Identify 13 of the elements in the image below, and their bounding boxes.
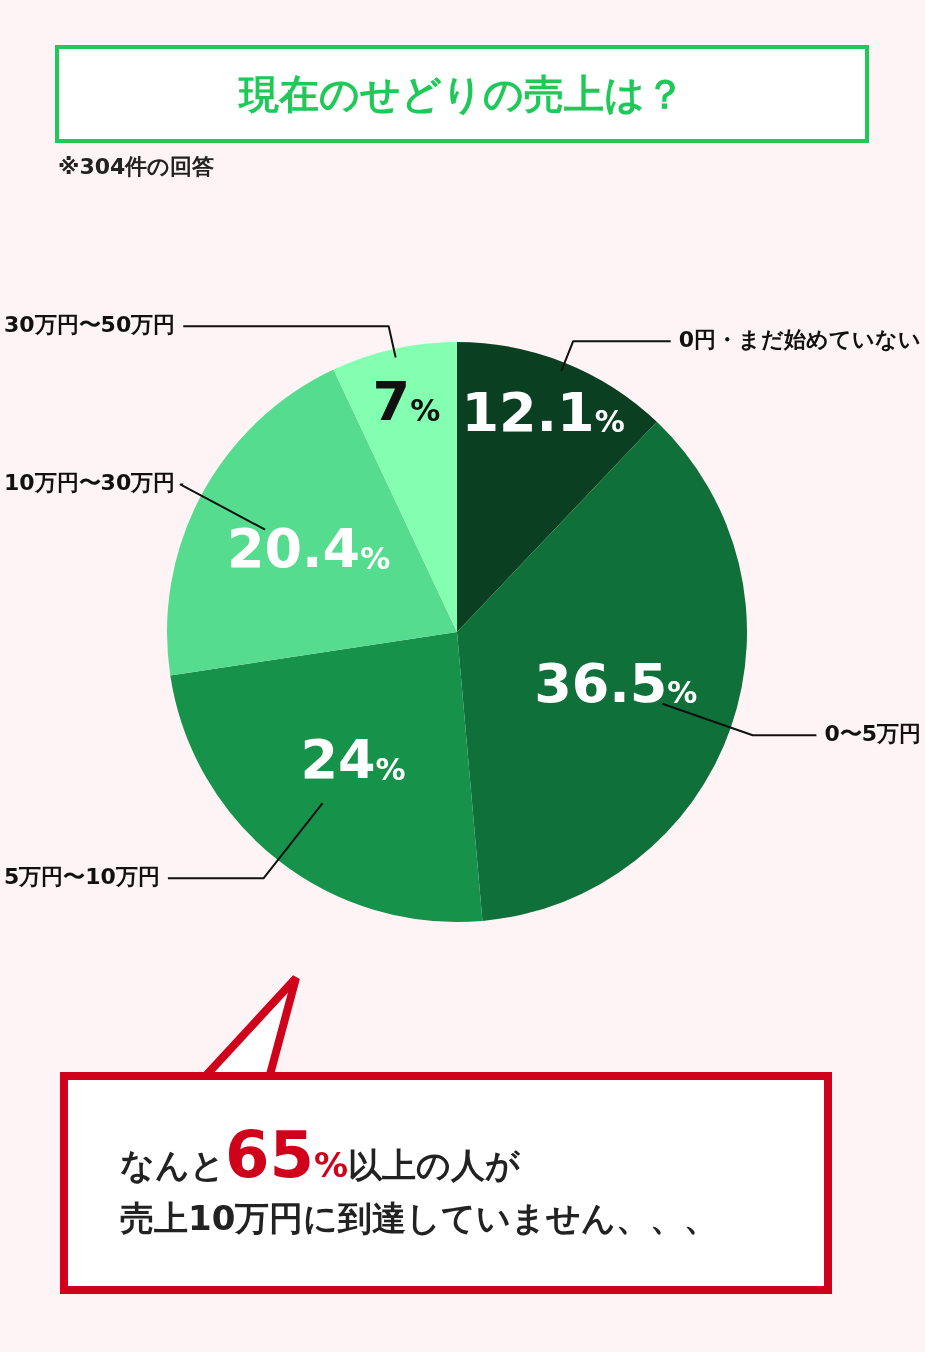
slice-label: 0円・まだ始めていない (678, 326, 921, 352)
slice-label: 0〜5万円 (824, 721, 922, 747)
text: 売上10万円に到達していません、、、 (120, 1197, 720, 1240)
data-label: 24% (300, 728, 406, 792)
slice-label: 5万円〜10万円 (4, 863, 160, 889)
chart-title: 現在のせどりの売上は？ (55, 45, 869, 143)
slice-label: 30万円〜50万円 (4, 312, 176, 338)
chart-subtitle: ※304件の回答 (58, 153, 215, 181)
data-label: 36.5% (534, 651, 698, 715)
data-label: 12.1% (461, 380, 625, 444)
data-label: 20.4% (226, 516, 391, 580)
data-label: 7% (372, 369, 441, 433)
slice-label: 10万円〜30万円 (4, 470, 176, 496)
